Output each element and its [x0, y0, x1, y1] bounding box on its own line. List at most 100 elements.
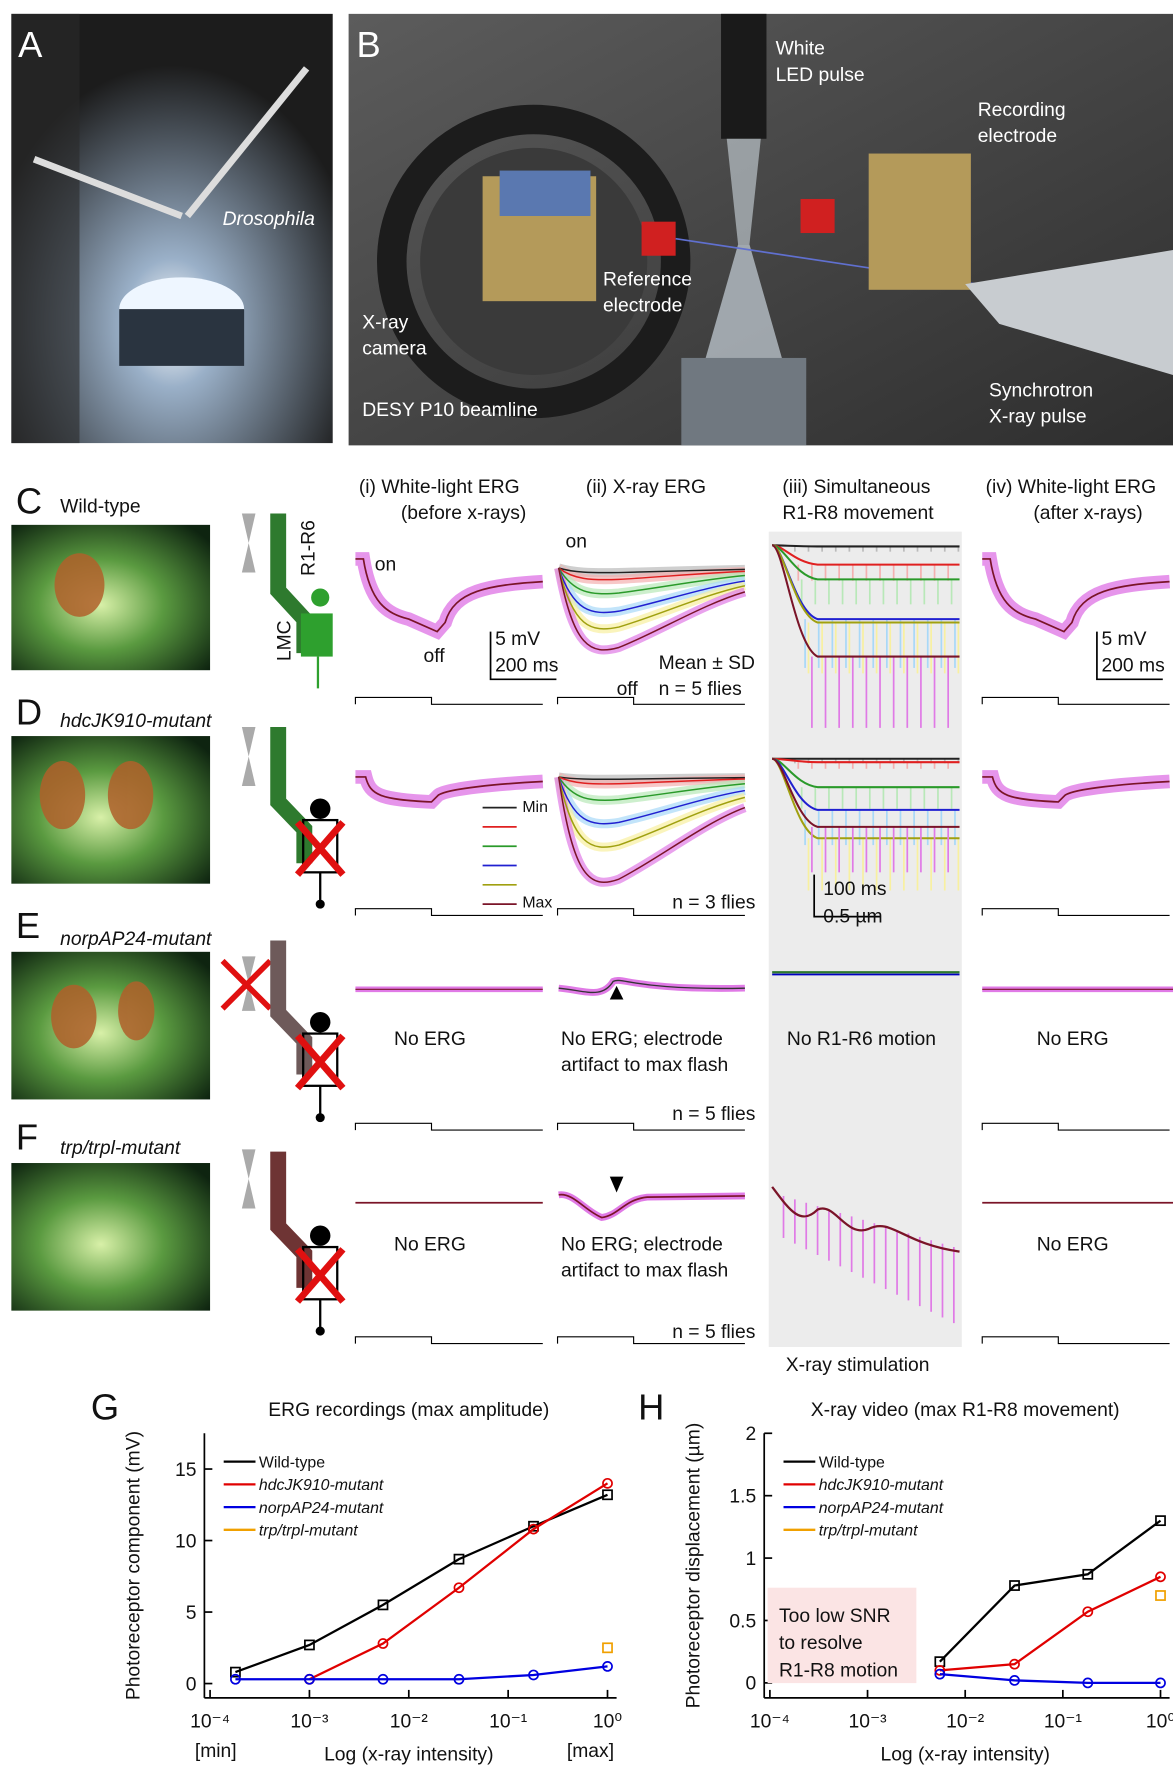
trace	[558, 776, 745, 802]
stimulus	[556, 1122, 745, 1131]
label: Max	[522, 895, 552, 912]
point	[304, 1639, 315, 1651]
x-tick-label: 10⁻⁴	[190, 1711, 230, 1732]
point	[453, 1673, 465, 1685]
label: electrode	[978, 126, 1057, 147]
panel-bg	[768, 531, 962, 1347]
y-tick-label: 0	[746, 1674, 757, 1695]
label: LMC	[275, 620, 296, 661]
column-header: (ii) X-ray ERG	[586, 477, 706, 498]
trace	[772, 544, 960, 548]
x-tick-label: 10⁰	[1146, 1711, 1173, 1732]
y-tick-label: 0	[186, 1674, 197, 1695]
series-line	[939, 1519, 1162, 1663]
trace	[557, 567, 746, 651]
shape	[32, 156, 183, 220]
label: electrode	[603, 295, 682, 316]
shape	[609, 985, 624, 1000]
column-header: (iv) White-light ERG	[986, 477, 1156, 498]
annotation: to resolve	[779, 1633, 863, 1654]
point	[1082, 1568, 1094, 1580]
column-header: (i) White-light ERG	[359, 477, 520, 498]
shape	[681, 357, 807, 446]
shape	[982, 777, 1169, 802]
shape	[499, 170, 591, 216]
y-tick-label: 10	[175, 1531, 196, 1552]
series-line	[939, 1673, 1161, 1685]
shape	[39, 553, 155, 1049]
annotation-box	[767, 1587, 917, 1684]
y-tick-label: 2	[746, 1424, 757, 1445]
trace	[557, 776, 746, 883]
label: Mean ± SD	[659, 653, 755, 674]
label: X-ray stimulation	[786, 1355, 930, 1376]
trace	[771, 544, 960, 658]
stimulus	[556, 908, 745, 917]
y-axis-label: Photoreceptor component (mV)	[124, 1431, 145, 1700]
label: White	[776, 39, 825, 60]
x-tick-label: 10⁻³	[290, 1711, 329, 1732]
point	[602, 1489, 613, 1501]
stimulus	[354, 1122, 543, 1131]
label: No ERG	[1037, 1029, 1109, 1050]
label: n = 5 flies	[659, 679, 742, 700]
label: 0.5 µm	[823, 906, 882, 927]
panel-letter: A	[18, 24, 43, 65]
column-header: (iii) Simultaneous	[782, 477, 930, 498]
chart-title: ERG recordings (max amplitude)	[268, 1400, 549, 1421]
shape	[39, 761, 86, 830]
x-tick-label: 10⁰	[593, 1711, 622, 1732]
stimulus	[354, 1336, 543, 1345]
shape	[184, 66, 310, 219]
shape	[558, 979, 745, 994]
label: LED pulse	[776, 65, 865, 86]
point	[1155, 1590, 1166, 1601]
stimulus	[981, 1336, 1170, 1345]
x-axis-label: Log (x-ray intensity)	[324, 1744, 493, 1765]
neuron-diagrams: R1-R6 LMC	[220, 513, 346, 1336]
panel-letter: H	[638, 1387, 664, 1428]
shape	[309, 1012, 331, 1033]
point	[528, 1523, 539, 1535]
series-line	[235, 1665, 608, 1681]
label: 200 ms	[1101, 655, 1164, 676]
point	[1082, 1606, 1094, 1618]
label: on	[375, 554, 396, 575]
label: No ERG	[394, 1029, 466, 1050]
label: trp/trpl-mutant	[60, 1138, 182, 1159]
panel-letter: G	[91, 1387, 119, 1428]
x-tick-label: 10⁻¹	[489, 1711, 527, 1732]
annotation: [min]	[195, 1741, 237, 1762]
label: Min	[522, 799, 548, 816]
stimulus	[354, 696, 543, 705]
legend-label: trp/trpl-mutant	[259, 1522, 358, 1539]
label: camera	[362, 339, 427, 360]
point	[304, 1673, 315, 1685]
trace	[558, 567, 745, 581]
shape	[241, 956, 256, 984]
label: No ERG	[394, 1234, 466, 1255]
point	[1082, 1677, 1094, 1689]
shape	[241, 726, 256, 757]
trace	[557, 567, 746, 614]
label: No ERG; electrode	[561, 1029, 723, 1050]
legend-label: hdcJK910-mutant	[819, 1477, 944, 1494]
photo	[11, 951, 211, 1100]
annotation: [max]	[567, 1741, 614, 1762]
label: 100 ms	[823, 879, 886, 900]
point	[1009, 1580, 1020, 1591]
shape	[309, 1225, 331, 1246]
point	[230, 1673, 241, 1685]
stimulus	[354, 908, 543, 917]
label: Recording	[978, 100, 1066, 121]
point	[1009, 1658, 1020, 1670]
point	[230, 1666, 241, 1678]
shape	[558, 977, 745, 996]
shape	[800, 198, 835, 234]
stimulus	[981, 908, 1170, 917]
x-tick-label: 10⁻²	[946, 1711, 985, 1732]
x-tick-label: 10⁻⁴	[750, 1711, 790, 1732]
shape	[241, 513, 256, 544]
legend-label: norpAP24-mutant	[259, 1500, 384, 1517]
shape	[118, 981, 155, 1041]
